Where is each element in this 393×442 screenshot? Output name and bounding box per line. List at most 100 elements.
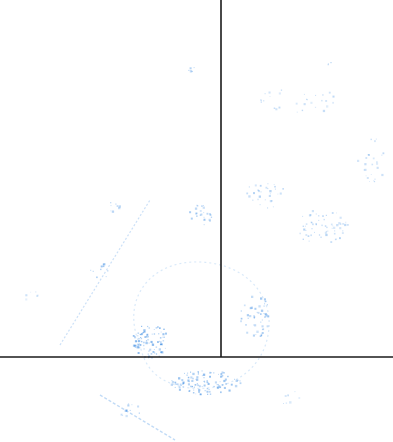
speckle-dot [239,380,241,382]
speckle-dot [271,200,273,202]
speckle-dot [295,102,298,105]
speckle-dot [196,215,198,217]
speckle-dot [138,344,139,346]
speckle-dot [254,184,257,187]
speckle-dot [374,140,376,143]
speckle-dot [148,350,150,352]
speckle-dot [209,371,211,374]
speckle-dot [266,304,268,306]
speckle-dot [191,71,193,72]
speckle-dot [189,211,192,214]
speckle-dot [252,334,255,337]
speckle-dot [221,371,224,374]
speckle-dot [190,385,191,387]
speckle-dot [137,405,140,408]
speckle-dot [303,228,306,231]
speckle-dot [140,333,143,336]
speckle-dot [321,99,323,102]
speckle-dot [325,100,328,102]
speckle-dot [342,223,344,225]
speckle-dot [90,269,92,271]
speckle-dot [199,210,202,212]
speckle-dot [283,403,284,404]
speckle-dot [366,177,369,179]
speckle-dot [148,357,149,359]
speckle-dot [127,404,130,407]
speckle-dot [370,174,372,175]
speckle-dot [124,409,127,412]
speckle-dot [115,203,117,205]
speckle-dot [224,378,227,381]
speckle-dot [364,163,367,166]
speckle-dot [181,379,184,382]
speckle-dot [200,213,203,216]
speckle-dot [253,316,256,318]
speckle-dot [237,379,239,381]
speckle-dot [318,234,321,236]
speckle-dot [326,226,328,229]
speckle-dot [371,163,374,166]
speckle-dot [159,341,162,343]
speckle-dot [264,316,266,318]
speckle-dot [155,353,158,355]
speckle-dot [137,332,140,334]
speckle-dot [139,333,141,335]
speckle-dot [327,63,329,65]
speckle-dot [252,199,254,201]
speckle-dot [209,393,212,395]
speckle-dot [206,380,208,382]
speckle-dot [187,372,189,374]
speckle-dot [325,230,328,233]
speckle-dot [219,381,221,383]
speckle-dot [235,379,238,382]
speckle-dot [191,385,193,388]
speckle-dot [137,343,140,346]
speckle-dot [139,344,142,346]
speckle-dot [333,226,336,229]
speckle-dot [120,413,123,416]
speckle-dot [363,169,365,171]
speckle-dot [210,216,213,218]
speckle-dot [198,385,201,388]
speckle-dot [203,381,205,382]
speckle-dot [364,168,367,171]
speckle-dot [162,336,164,338]
speckle-dot [322,94,324,96]
speckle-dot [145,336,147,337]
speckle-dot [326,105,329,108]
speckle-dot [260,321,262,323]
speckle-dot [182,386,184,388]
speckle-dot [303,103,306,106]
speckle-dot [204,390,206,392]
speckle-dot [246,331,249,334]
speckle-dot [143,330,146,333]
speckle-dot [265,313,267,314]
speckle-dot [222,375,224,377]
speckle-dot [333,232,336,235]
speckle-dot [264,93,266,95]
speckle-dot [368,154,370,156]
speckle-dot [141,332,143,334]
speckle-dot [184,372,185,374]
speckle-dot [208,218,211,221]
speckle-dot [194,384,197,386]
speckle-dot [340,223,342,225]
speckle-dot [315,223,317,225]
speckle-dot [219,386,221,389]
speckle-dot [203,218,206,221]
speckle-dot [289,401,292,404]
speckle-dot [218,373,219,375]
speckle-dot [146,336,148,338]
speckle-dot [254,324,257,327]
speckle-dot [122,415,124,416]
speckle-dot [141,325,143,327]
speckle-dot [208,390,211,393]
speckle-dot [171,380,173,381]
speckle-dot [247,317,249,319]
speckle-dot [206,381,208,384]
speckle-dot [147,325,149,328]
speckle-dot [260,309,264,312]
speckle-dot [196,212,198,214]
speckle-dot [196,376,199,379]
speckle-dot [143,348,145,350]
